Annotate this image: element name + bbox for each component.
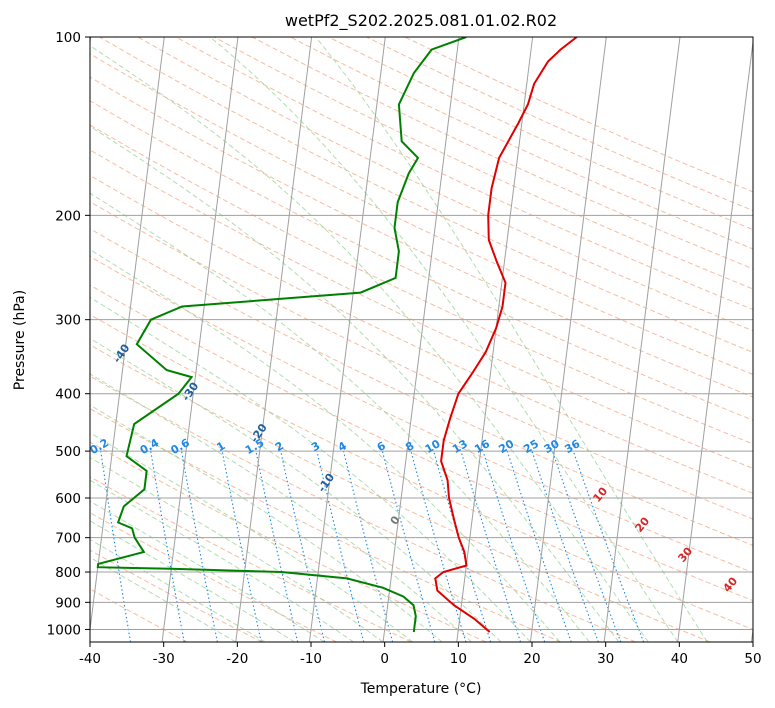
plot-area: -100-90-80-70-60-50-40-30-20-1000.10.20.… (90, 37, 753, 642)
dry-adiabat-line (90, 549, 263, 642)
moist-adiabat-line (90, 125, 620, 642)
x-tick-label: -40 (79, 651, 101, 667)
y-tick-label: 100 (55, 30, 81, 46)
x-tick-label: -20 (226, 651, 248, 667)
dry-adiabat-line (90, 201, 753, 520)
mixing-ratio-line (482, 450, 546, 642)
mixing-ratio-line (460, 450, 522, 642)
mixing-ratio-line (531, 450, 599, 642)
y-tick-label: 600 (55, 491, 81, 507)
mixing-ratio-line (221, 450, 262, 642)
isotherm-line (308, 37, 386, 642)
isotherm-line (677, 38, 753, 642)
mixing-ratio-line (255, 450, 299, 642)
temperature-profile-line (434, 37, 578, 633)
chart-title: wetPf2_S202.2025.081.01.02.R02 (285, 11, 557, 31)
dry-adiabat-line (90, 284, 753, 602)
mixing-ratio-line (410, 450, 467, 642)
y-axis-ticks: 100 200 300 400 500 600 700 800 900 1000 (47, 30, 90, 638)
x-tick-label: 20 (523, 651, 540, 667)
isotherm-line (90, 37, 165, 634)
isotherm-line (382, 37, 460, 642)
moist-adiabat-line (90, 456, 384, 642)
moist-adiabat-line (90, 248, 561, 642)
mixing-ratio-line (433, 450, 492, 642)
dry-adiabat-line (175, 37, 753, 311)
dry-adiabat-line (213, 37, 753, 290)
moist-adiabat-line (90, 538, 266, 642)
mixing-ratio-line (381, 450, 436, 642)
mixing-ratio-line (551, 450, 622, 642)
mixing-ratio-line (181, 451, 218, 642)
x-axis-label: Temperature (°C) (360, 681, 482, 697)
isotherm-line (161, 37, 239, 642)
mixing-ratio-line (316, 450, 365, 642)
x-tick-label: 0 (380, 651, 389, 667)
x-axis-ticks: -40 -30 -20 -10 0 10 20 30 40 50 (79, 642, 762, 667)
dry-adiabat-line (137, 37, 753, 332)
x-tick-label: 40 (671, 651, 688, 667)
y-tick-label: 700 (55, 531, 81, 547)
isotherm-line (235, 37, 313, 642)
x-tick-label: -10 (300, 651, 322, 667)
moist-adiabat-line (90, 45, 649, 642)
moist-adiabats (90, 37, 708, 642)
pressure-grid (90, 37, 753, 630)
x-tick-label: 30 (597, 651, 614, 667)
dry-adiabat-line (90, 174, 753, 494)
dry-adiabat-line (90, 228, 753, 547)
plot-frame (89, 36, 754, 643)
mixing-ratio-line (280, 450, 326, 642)
moist-adiabat-line (90, 479, 354, 642)
moist-adiabat-line (209, 37, 679, 642)
moist-adiabat-line (90, 520, 295, 642)
x-tick-label: 10 (450, 651, 467, 667)
dry-adiabat-line (90, 313, 753, 630)
isotherms (90, 37, 753, 642)
moist-adiabat-line (315, 37, 708, 642)
dry-adiabat-line (90, 149, 753, 469)
moist-adiabat-line (90, 373, 472, 642)
dry-adiabats (90, 37, 753, 642)
data-series (96, 37, 578, 633)
dry-adiabat-line (90, 441, 487, 642)
moist-adiabat-line (90, 337, 502, 642)
moist-adiabat-line (90, 556, 237, 642)
isotherm-line (603, 37, 681, 642)
mixing-ratio-line (506, 450, 572, 642)
y-tick-label: 500 (55, 444, 81, 460)
dry-adiabat-line (90, 407, 561, 642)
isotherm-line (456, 37, 534, 642)
dewpoint-profile-line (96, 37, 467, 633)
dry-adiabat-line (90, 124, 753, 445)
y-tick-label: 400 (55, 387, 81, 403)
moist-adiabat-line (90, 192, 590, 642)
y-tick-label: 200 (55, 208, 81, 224)
isotherm-line (529, 37, 607, 642)
dry-adiabat-line (90, 375, 636, 642)
y-tick-label: 300 (55, 313, 81, 329)
y-tick-label: 800 (55, 565, 81, 581)
dry-adiabat-line (90, 588, 188, 642)
x-tick-label: -30 (153, 651, 175, 667)
moist-adiabat-line (90, 404, 443, 642)
y-axis-label: Pressure (hPa) (12, 290, 28, 390)
x-tick-label: 50 (744, 651, 761, 667)
y-tick-label: 900 (55, 595, 81, 611)
mixing-ratio-line (572, 450, 645, 642)
y-tick-label: 1000 (47, 622, 81, 638)
moist-adiabat-line (90, 296, 531, 642)
